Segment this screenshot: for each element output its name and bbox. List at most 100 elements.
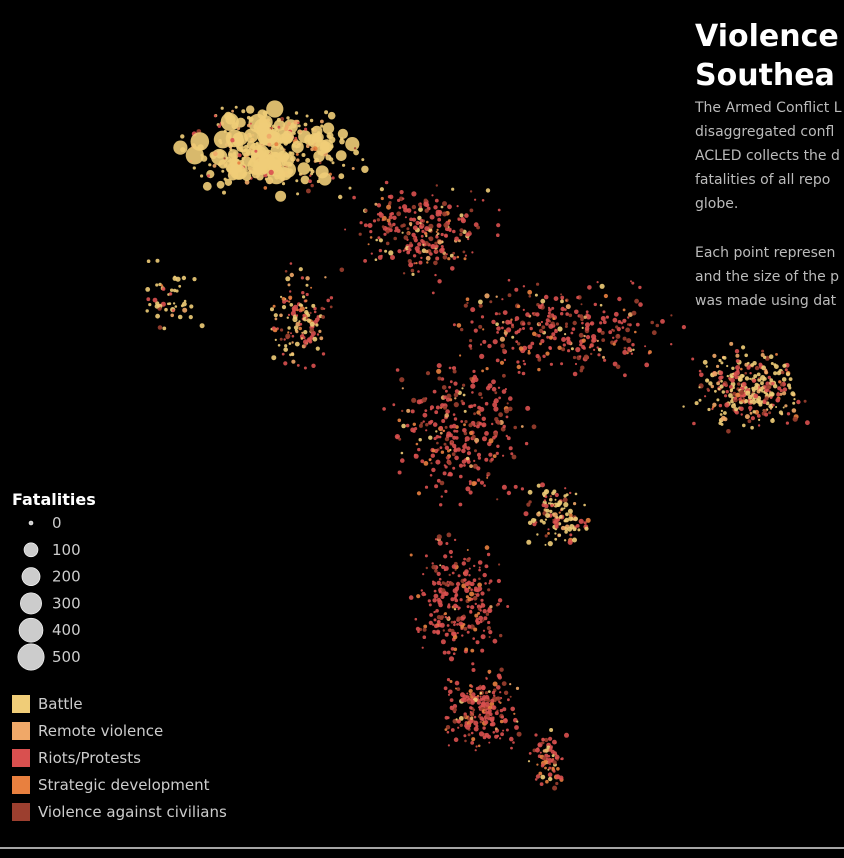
event-dot xyxy=(263,186,268,190)
event-dot xyxy=(579,314,584,319)
event-dot xyxy=(621,326,625,329)
event-dot xyxy=(549,746,553,751)
event-dot xyxy=(291,334,295,338)
event-dot xyxy=(453,381,458,386)
event-dot xyxy=(456,205,459,208)
event-dot xyxy=(298,267,303,272)
event-dot xyxy=(154,304,160,309)
event-dot xyxy=(416,491,422,496)
event-dot xyxy=(486,714,490,718)
event-dot xyxy=(298,303,303,307)
event-dot xyxy=(484,718,487,721)
event-dot xyxy=(584,526,589,531)
event-dot xyxy=(422,243,425,246)
event-dot xyxy=(451,631,456,637)
event-dot xyxy=(453,647,458,652)
event-dot xyxy=(444,465,448,469)
event-dot xyxy=(530,341,535,346)
event-dot xyxy=(495,358,500,363)
event-dot xyxy=(321,352,326,356)
event-dot xyxy=(466,451,472,456)
event-dot xyxy=(565,299,568,302)
event-dot xyxy=(470,605,475,610)
event-dot xyxy=(526,502,531,507)
event-dot xyxy=(479,605,483,609)
event-dot xyxy=(623,346,627,350)
event-dot xyxy=(446,393,452,399)
event-dot xyxy=(241,157,245,161)
event-dot xyxy=(434,273,437,277)
event-dot xyxy=(487,588,491,592)
event-dot xyxy=(199,323,205,329)
event-dot xyxy=(527,289,533,295)
event-dot xyxy=(385,241,390,246)
size-swatch xyxy=(28,520,34,526)
event-dot xyxy=(549,497,553,502)
event-dot xyxy=(602,355,605,359)
event-dot xyxy=(803,399,807,403)
event-dot xyxy=(485,677,488,680)
event-dot xyxy=(300,276,304,280)
event-dot xyxy=(455,581,461,587)
event-dot xyxy=(439,446,443,450)
event-dot xyxy=(635,322,640,327)
event-dot xyxy=(274,338,277,341)
event-dot xyxy=(551,754,555,758)
event-dot xyxy=(476,452,482,457)
event-dot xyxy=(246,140,256,150)
event-dot xyxy=(395,368,400,372)
event-dot xyxy=(496,331,499,334)
event-dot xyxy=(741,374,745,378)
event-dot xyxy=(477,611,481,615)
event-dot xyxy=(468,230,471,234)
event-dot xyxy=(572,527,577,532)
event-dot xyxy=(515,686,520,691)
event-dot xyxy=(424,232,428,236)
event-dot xyxy=(225,114,236,125)
event-dot xyxy=(236,145,240,149)
event-dot xyxy=(503,718,508,722)
event-dot xyxy=(568,513,573,517)
event-dot xyxy=(318,172,332,186)
color-swatch xyxy=(12,749,30,767)
event-dot xyxy=(470,685,474,688)
event-dot xyxy=(506,490,512,496)
event-dot xyxy=(739,390,745,395)
event-dot xyxy=(729,385,733,389)
event-dot xyxy=(478,731,485,737)
event-dot xyxy=(319,336,324,341)
event-dot xyxy=(463,409,467,413)
event-dot xyxy=(457,218,461,221)
event-dot xyxy=(300,175,310,185)
event-dot xyxy=(498,700,501,703)
event-dot xyxy=(148,303,152,307)
event-dot xyxy=(760,375,766,381)
event-dot xyxy=(447,257,451,261)
event-dot xyxy=(296,192,300,196)
event-dot xyxy=(444,615,447,619)
event-dot xyxy=(266,133,272,139)
event-dot xyxy=(432,629,437,634)
event-dot xyxy=(480,598,484,602)
event-dot xyxy=(388,215,393,220)
event-dot xyxy=(542,520,546,525)
event-dot xyxy=(397,470,402,475)
event-dot xyxy=(435,249,438,252)
event-dot xyxy=(459,354,462,357)
event-dot xyxy=(436,597,441,603)
event-dot xyxy=(446,678,451,682)
event-dot xyxy=(615,325,619,329)
event-dot xyxy=(772,403,775,407)
event-dot xyxy=(791,408,797,413)
event-dot xyxy=(589,321,595,326)
event-dot xyxy=(474,198,477,201)
event-dot xyxy=(286,316,289,319)
event-dot xyxy=(227,142,233,148)
event-dot xyxy=(429,252,433,256)
event-dot xyxy=(670,343,673,346)
event-dot xyxy=(741,399,744,403)
event-dot xyxy=(436,441,439,445)
event-dot xyxy=(486,626,491,631)
event-dot xyxy=(450,555,453,559)
